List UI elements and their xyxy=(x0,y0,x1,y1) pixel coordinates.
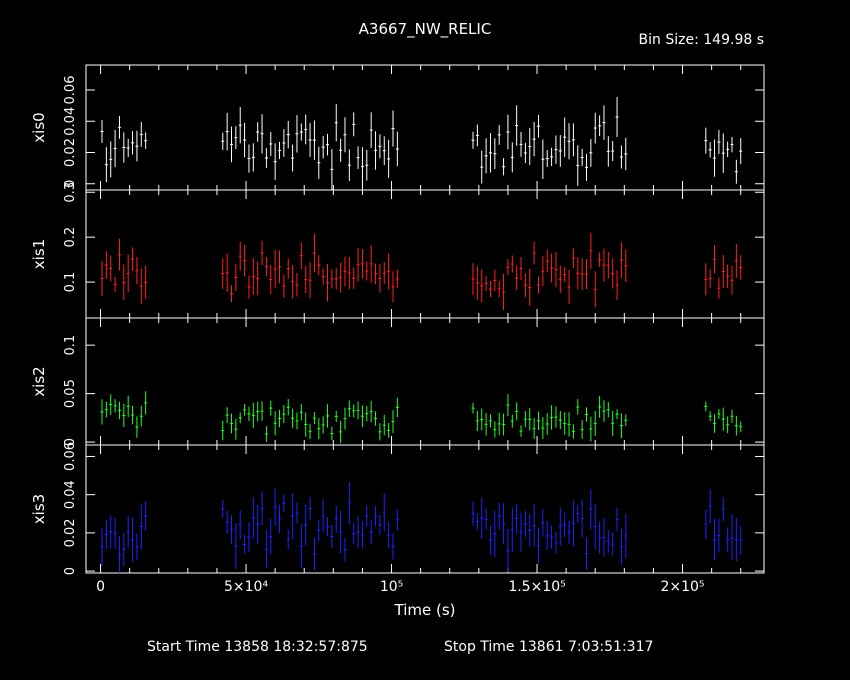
xis0-y-label: xis0 xyxy=(30,112,48,142)
xis0-ytick-label: 0.04 xyxy=(63,107,78,136)
stop-time-label: Stop Time 13861 7:03:51:317 xyxy=(444,639,653,655)
xis3-ytick-label: 0.06 xyxy=(63,442,78,471)
chart-title: A3667_NW_RELIC xyxy=(359,20,492,39)
xis3-ytick-label: 0.02 xyxy=(63,518,78,547)
xis1-y-label: xis1 xyxy=(30,239,48,269)
xis1-ytick-label: 0.2 xyxy=(63,227,78,248)
xis3-ytick-label: 0 xyxy=(63,567,78,575)
xis2-y-label: xis2 xyxy=(30,366,48,396)
xis3-frame xyxy=(85,444,765,574)
x-tick-label: 5×10⁴ xyxy=(224,579,268,595)
xis2-ytick-label: 0 xyxy=(63,438,78,446)
x-axis-label: Time (s) xyxy=(394,601,456,619)
xis3-ytick-label: 0.04 xyxy=(63,480,78,509)
xis2-ytick-label: 0.1 xyxy=(63,335,78,356)
xis2-frame xyxy=(85,317,765,446)
panels-group: 0 0.02 0.04 0.06 xis0 0.1 0.2 0.3 xis1 0 0.05 0.1 xi… xyxy=(30,64,765,595)
x-tick-label: 1.5×10⁵ xyxy=(508,579,565,595)
xis1-frame xyxy=(85,189,765,319)
x-tick-label: 2×10⁵ xyxy=(660,579,704,595)
xis3-y-label: xis3 xyxy=(30,494,48,524)
xis0-ytick-label: 0.02 xyxy=(63,138,78,167)
xis0-frame xyxy=(85,64,765,191)
start-time-label: Start Time 13858 18:32:57:875 xyxy=(147,639,368,655)
x-tick-label: 0 xyxy=(96,579,105,595)
xis0-ytick-label: 0.06 xyxy=(63,76,78,105)
xis2-ytick-label: 0.05 xyxy=(63,379,78,408)
bin-size-label: Bin Size: 149.98 s xyxy=(639,32,764,48)
xis0-ytick-label: 0 xyxy=(63,180,78,188)
xis1-ytick-label: 0.1 xyxy=(63,272,78,293)
x-tick-label: 10⁵ xyxy=(380,579,403,595)
xis1-ytick-label: 0.3 xyxy=(63,182,78,203)
